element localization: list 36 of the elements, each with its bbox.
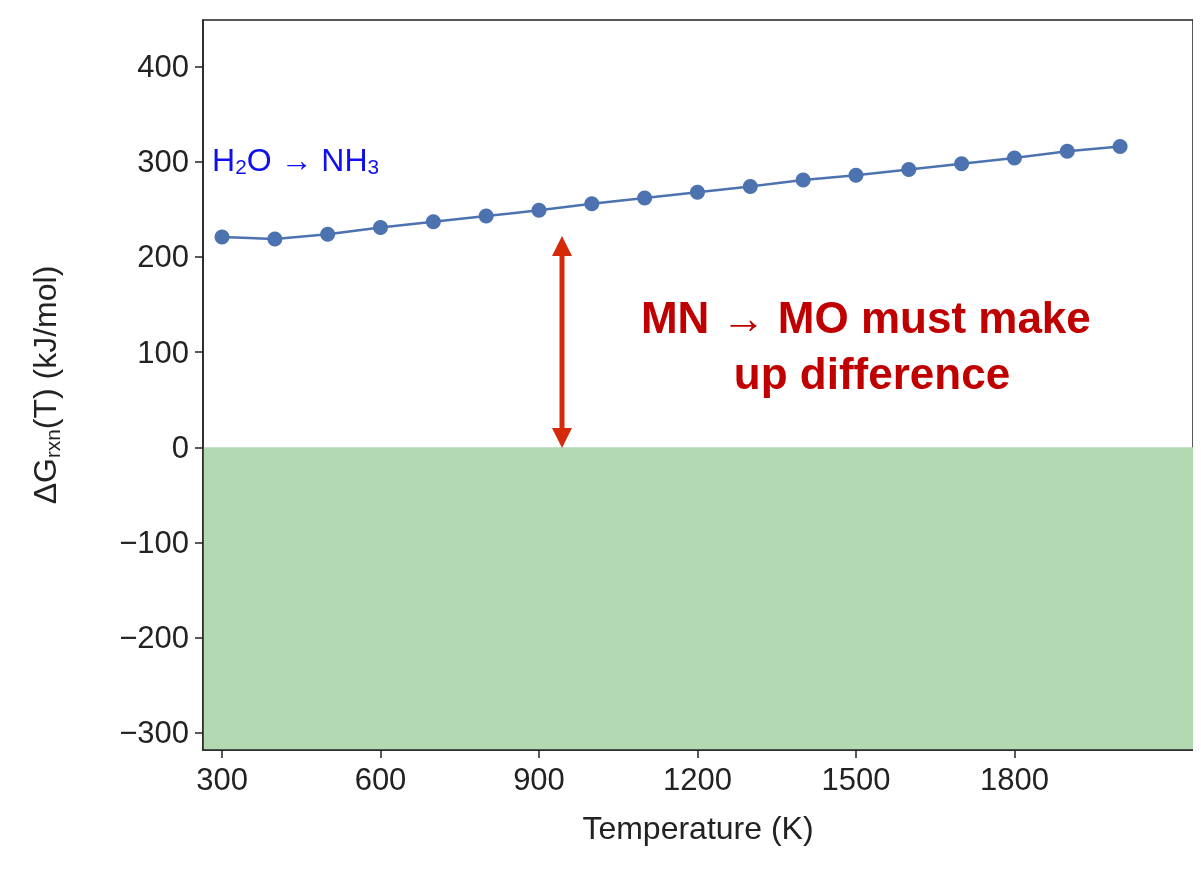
y-tick-label: −300: [119, 715, 189, 751]
point: [901, 161, 917, 177]
point: [1059, 143, 1075, 159]
point: [531, 202, 547, 218]
point: [742, 179, 758, 195]
y-tick-label: 0: [171, 429, 189, 465]
point: [267, 231, 283, 247]
x-tick-label: 1800: [979, 762, 1049, 797]
y-tick-label: −100: [119, 525, 189, 561]
x-tick-label: 1200: [662, 762, 732, 797]
point: [954, 156, 970, 172]
point: [214, 229, 230, 245]
point: [425, 214, 441, 230]
point: [689, 184, 705, 200]
point: [478, 208, 494, 224]
y-tick-label: 400: [137, 49, 189, 85]
point: [848, 167, 864, 183]
y-tick-label: 200: [137, 239, 189, 275]
point: [584, 196, 600, 212]
point: [795, 172, 811, 188]
point: [1006, 150, 1022, 166]
series-label: H2O → NH3: [212, 141, 380, 179]
x-tick-label: 600: [354, 762, 407, 797]
x-tick-label: 1500: [821, 762, 891, 797]
y-tick-label: 100: [137, 334, 189, 370]
point: [637, 190, 653, 206]
annotation: MN → MO must make up difference: [640, 292, 1104, 398]
y-axis-title: ΔGrxn(T) (kJ/mol): [27, 265, 64, 505]
point: [373, 219, 388, 235]
x-tick-label: 300: [196, 762, 248, 797]
x-axis-title: Temperature (K): [582, 810, 814, 846]
y-tick-label: 300: [137, 144, 189, 180]
y-tick-label: −200: [119, 620, 189, 656]
x-tick-label: 900: [513, 762, 565, 797]
point: [1112, 139, 1128, 155]
point: [320, 226, 336, 242]
